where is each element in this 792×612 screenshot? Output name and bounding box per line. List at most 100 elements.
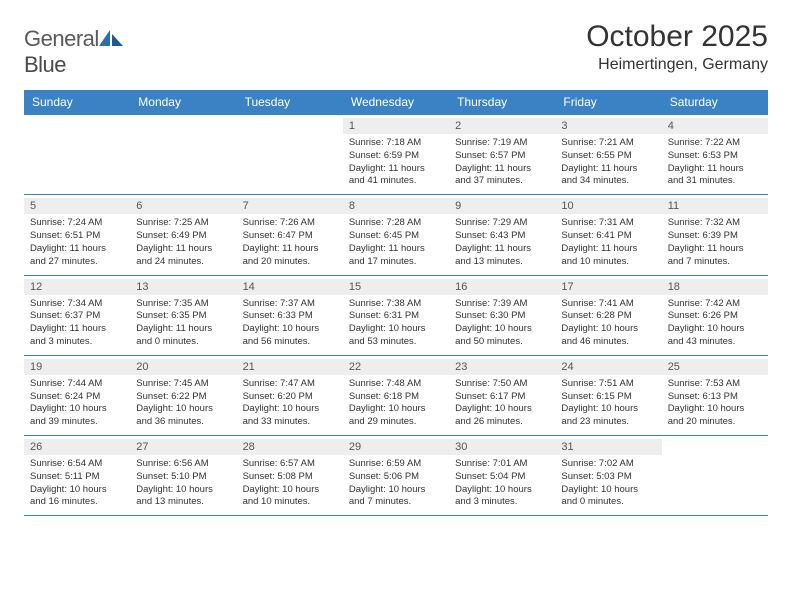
day-number	[24, 118, 130, 134]
sail-icon	[99, 30, 123, 46]
calendar-cell: 8 Sunrise: 7:28 AMSunset: 6:45 PMDaylight…	[343, 195, 449, 275]
sunrise-text: Sunrise: 7:31 AM	[561, 217, 655, 230]
day-number: 11	[662, 198, 768, 214]
day-info: Sunrise: 7:48 AMSunset: 6:18 PMDaylight:…	[349, 378, 443, 429]
calendar-cell: 21Sunrise: 7:47 AMSunset: 6:20 PMDayligh…	[237, 355, 343, 435]
day-info: Sunrise: 7:42 AMSunset: 6:26 PMDaylight:…	[668, 298, 762, 349]
calendar-cell: 24Sunrise: 7:51 AMSunset: 6:15 PMDayligh…	[555, 355, 661, 435]
daylight-text: Daylight: 11 hours and 34 minutes.	[561, 163, 655, 189]
day-number: 16	[449, 279, 555, 295]
day-info: Sunrise: 6:56 AMSunset: 5:10 PMDaylight:…	[136, 458, 230, 509]
day-number: 20	[130, 359, 236, 375]
day-info: Sunrise: 7:25 AMSunset: 6:49 PMDaylight:…	[136, 217, 230, 268]
calendar-cell: 7Sunrise: 7:26 AMSunset: 6:47 PMDaylight…	[237, 195, 343, 275]
sunset-text: Sunset: 6:47 PM	[243, 230, 337, 243]
day-number: 3	[555, 118, 661, 134]
weekday-header: Monday	[130, 90, 236, 115]
day-info: Sunrise: 7:38 AMSunset: 6:31 PMDaylight:…	[349, 298, 443, 349]
calendar-cell: 1Sunrise: 7:18 AMSunset: 6:59 PMDaylight…	[343, 115, 449, 195]
calendar-row: 26Sunrise: 6:54 AMSunset: 5:11 PMDayligh…	[24, 436, 768, 516]
calendar-cell: 19Sunrise: 7:44 AMSunset: 6:24 PMDayligh…	[24, 355, 130, 435]
calendar-row: 12Sunrise: 7:34 AMSunset: 6:37 PMDayligh…	[24, 275, 768, 355]
calendar-cell: 30 Sunrise: 7:01 AMSunset: 5:04 PMDayligh…	[449, 436, 555, 516]
calendar-row: 19Sunrise: 7:44 AMSunset: 6:24 PMDayligh…	[24, 355, 768, 435]
day-number: 22	[343, 359, 449, 375]
weekday-header: Tuesday	[237, 90, 343, 115]
calendar-cell: 10Sunrise: 7:31 AMSunset: 6:41 PMDayligh…	[555, 195, 661, 275]
calendar-cell	[24, 115, 130, 195]
calendar-cell: 2Sunrise: 7:19 AMSunset: 6:57 PMDaylight…	[449, 115, 555, 195]
sunset-text: Sunset: 6:13 PM	[668, 391, 762, 404]
sunset-text: Sunset: 6:59 PM	[349, 150, 443, 163]
sunrise-text: Sunrise: 6:56 AM	[136, 458, 230, 471]
day-number	[662, 439, 768, 455]
day-number: 8	[343, 198, 449, 214]
day-number: 18	[662, 279, 768, 295]
daylight-text: Daylight: 11 hours and 37 minutes.	[455, 163, 549, 189]
daylight-text: Daylight: 11 hours and 13 minutes.	[455, 243, 549, 269]
day-number: 30	[449, 439, 555, 455]
day-number: 15	[343, 279, 449, 295]
day-info: Sunrise: 7:39 AMSunset: 6:30 PMDaylight:…	[455, 298, 549, 349]
sunrise-text: Sunrise: 7:44 AM	[30, 378, 124, 391]
daylight-text: Daylight: 11 hours and 41 minutes.	[349, 163, 443, 189]
day-number: 31	[555, 439, 661, 455]
sunrise-text: Sunrise: 7:41 AM	[561, 298, 655, 311]
day-number: 7	[237, 198, 343, 214]
weekday-header: Friday	[555, 90, 661, 115]
sunrise-text: Sunrise: 7:26 AM	[243, 217, 337, 230]
calendar-cell: 25Sunrise: 7:53 AMSunset: 6:13 PMDayligh…	[662, 355, 768, 435]
day-info: Sunrise: 7:31 AMSunset: 6:41 PMDaylight:…	[561, 217, 655, 268]
sunset-text: Sunset: 6:37 PM	[30, 310, 124, 323]
sunrise-text: Sunrise: 7:24 AM	[30, 217, 124, 230]
brand-text-2: Blue	[24, 52, 66, 77]
day-info: Sunrise: 7:47 AMSunset: 6:20 PMDaylight:…	[243, 378, 337, 429]
day-info: Sunrise: 6:59 AMSunset: 5:06 PMDaylight:…	[349, 458, 443, 509]
sunrise-text: Sunrise: 7:35 AM	[136, 298, 230, 311]
sunset-text: Sunset: 6:33 PM	[243, 310, 337, 323]
calendar-cell: 20Sunrise: 7:45 AMSunset: 6:22 PMDayligh…	[130, 355, 236, 435]
daylight-text: Daylight: 10 hours and 23 minutes.	[561, 403, 655, 429]
sunrise-text: Sunrise: 6:54 AM	[30, 458, 124, 471]
day-info: Sunrise: 7:21 AMSunset: 6:55 PMDaylight:…	[561, 137, 655, 188]
weekday-header: Sunday	[24, 90, 130, 115]
daylight-text: Daylight: 10 hours and 39 minutes.	[30, 403, 124, 429]
calendar-header: SundayMondayTuesdayWednesdayThursdayFrid…	[24, 90, 768, 115]
sunset-text: Sunset: 6:41 PM	[561, 230, 655, 243]
title-block: October 2025 Heimertingen, Germany	[586, 20, 768, 74]
sunrise-text: Sunrise: 7:02 AM	[561, 458, 655, 471]
day-number: 13	[130, 279, 236, 295]
calendar-body: 1Sunrise: 7:18 AMSunset: 6:59 PMDaylight…	[24, 115, 768, 516]
header: GeneralBlue October 2025 Heimertingen, G…	[24, 20, 768, 78]
sunrise-text: Sunrise: 6:57 AM	[243, 458, 337, 471]
calendar-cell: 15 Sunrise: 7:38 AMSunset: 6:31 PMDayligh…	[343, 275, 449, 355]
calendar-row: 1Sunrise: 7:18 AMSunset: 6:59 PMDaylight…	[24, 115, 768, 195]
day-info: Sunrise: 7:22 AMSunset: 6:53 PMDaylight:…	[668, 137, 762, 188]
weekday-header: Wednesday	[343, 90, 449, 115]
calendar-cell: 16 Sunrise: 7:39 AMSunset: 6:30 PMDayligh…	[449, 275, 555, 355]
day-number: 26	[24, 439, 130, 455]
day-info: Sunrise: 7:28 AMSunset: 6:45 PMDaylight:…	[349, 217, 443, 268]
day-number: 4	[662, 118, 768, 134]
sunset-text: Sunset: 6:53 PM	[668, 150, 762, 163]
daylight-text: Daylight: 10 hours and 56 minutes.	[243, 323, 337, 349]
brand-logo: GeneralBlue	[24, 26, 123, 78]
calendar-cell: 28Sunrise: 6:57 AMSunset: 5:08 PMDayligh…	[237, 436, 343, 516]
sunset-text: Sunset: 5:06 PM	[349, 471, 443, 484]
sunrise-text: Sunrise: 7:29 AM	[455, 217, 549, 230]
day-info: Sunrise: 7:24 AMSunset: 6:51 PMDaylight:…	[30, 217, 124, 268]
sunrise-text: Sunrise: 7:47 AM	[243, 378, 337, 391]
calendar-cell	[662, 436, 768, 516]
daylight-text: Daylight: 11 hours and 17 minutes.	[349, 243, 443, 269]
sunrise-text: Sunrise: 7:48 AM	[349, 378, 443, 391]
brand-text: GeneralBlue	[24, 26, 123, 78]
sunset-text: Sunset: 6:57 PM	[455, 150, 549, 163]
day-info: Sunrise: 6:57 AMSunset: 5:08 PMDaylight:…	[243, 458, 337, 509]
day-info: Sunrise: 7:01 AMSunset: 5:04 PMDaylight:…	[455, 458, 549, 509]
sunrise-text: Sunrise: 7:50 AM	[455, 378, 549, 391]
daylight-text: Daylight: 10 hours and 7 minutes.	[349, 484, 443, 510]
sunrise-text: Sunrise: 7:53 AM	[668, 378, 762, 391]
weekday-header: Thursday	[449, 90, 555, 115]
daylight-text: Daylight: 10 hours and 33 minutes.	[243, 403, 337, 429]
day-info: Sunrise: 7:41 AMSunset: 6:28 PMDaylight:…	[561, 298, 655, 349]
